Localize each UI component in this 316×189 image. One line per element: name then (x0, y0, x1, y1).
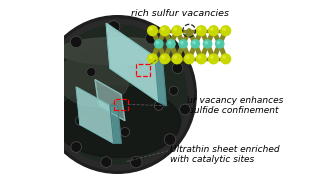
Circle shape (162, 28, 164, 30)
Circle shape (162, 56, 164, 59)
Circle shape (149, 28, 152, 30)
Circle shape (197, 54, 206, 64)
Circle shape (48, 25, 187, 164)
Text: rich sulfur vacancies: rich sulfur vacancies (131, 9, 229, 18)
Circle shape (173, 63, 182, 73)
Circle shape (87, 68, 95, 76)
Circle shape (172, 26, 182, 36)
Circle shape (198, 56, 201, 59)
Polygon shape (76, 87, 114, 143)
Circle shape (184, 54, 194, 64)
Circle shape (198, 28, 201, 30)
Circle shape (46, 71, 54, 80)
Circle shape (156, 41, 159, 44)
Circle shape (191, 40, 199, 48)
Circle shape (160, 54, 170, 64)
Circle shape (197, 26, 206, 36)
Circle shape (181, 41, 183, 44)
Polygon shape (95, 80, 125, 121)
Circle shape (223, 28, 225, 30)
Circle shape (155, 102, 163, 110)
Circle shape (167, 40, 175, 48)
Circle shape (174, 56, 177, 59)
Circle shape (148, 26, 157, 36)
Circle shape (131, 157, 142, 167)
Circle shape (209, 54, 218, 64)
Circle shape (174, 28, 177, 30)
Circle shape (221, 26, 231, 36)
Circle shape (210, 28, 213, 30)
Circle shape (76, 117, 84, 125)
Circle shape (108, 21, 119, 33)
Text: Ultrathin sheet enriched
with catalytic sites: Ultrathin sheet enriched with catalytic … (170, 145, 280, 164)
Circle shape (149, 56, 152, 59)
Circle shape (39, 16, 196, 173)
Bar (136, 64, 150, 76)
Polygon shape (155, 57, 166, 106)
Circle shape (221, 54, 231, 64)
Circle shape (155, 40, 163, 48)
Circle shape (217, 41, 220, 44)
Circle shape (210, 56, 213, 59)
Circle shape (216, 40, 224, 48)
Circle shape (121, 128, 129, 136)
Circle shape (168, 41, 171, 44)
Circle shape (172, 54, 182, 64)
Circle shape (146, 33, 156, 43)
Circle shape (186, 56, 189, 59)
Polygon shape (106, 23, 159, 102)
Circle shape (180, 105, 190, 114)
Polygon shape (110, 106, 121, 143)
Circle shape (136, 60, 144, 69)
Circle shape (46, 109, 54, 118)
Circle shape (179, 40, 187, 48)
Circle shape (148, 54, 157, 64)
Circle shape (101, 157, 111, 167)
Circle shape (170, 87, 178, 95)
Text: Sulfur vacancy enhances
polysulfide confinement: Sulfur vacancy enhances polysulfide conf… (170, 96, 283, 115)
Circle shape (160, 26, 170, 36)
Circle shape (205, 41, 207, 44)
Ellipse shape (58, 37, 177, 65)
Circle shape (223, 56, 225, 59)
Ellipse shape (54, 87, 180, 158)
Circle shape (209, 26, 218, 36)
Circle shape (165, 134, 175, 145)
Ellipse shape (58, 51, 129, 106)
Bar (114, 99, 128, 109)
Circle shape (42, 19, 193, 170)
Circle shape (71, 37, 82, 47)
Circle shape (204, 40, 212, 48)
Circle shape (193, 41, 195, 44)
Circle shape (71, 142, 81, 152)
